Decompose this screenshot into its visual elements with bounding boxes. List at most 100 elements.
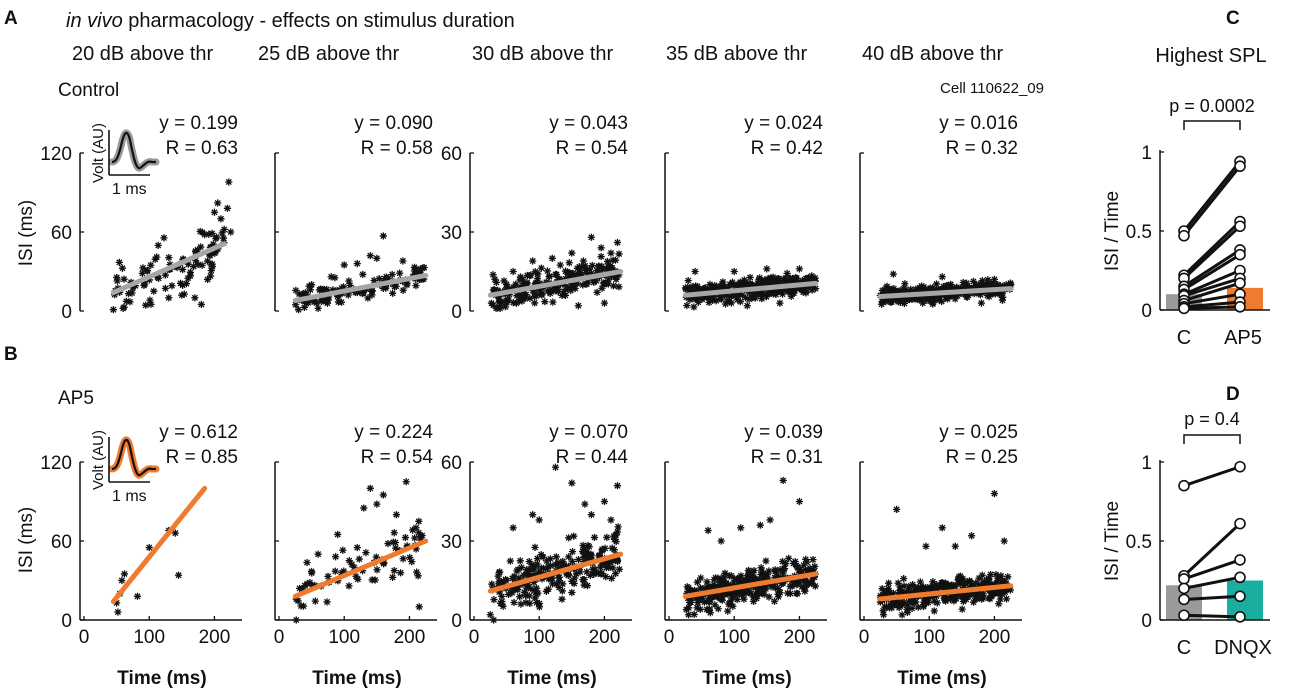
paired-line — [1182, 160, 1242, 232]
data-point — [502, 577, 510, 585]
data-point — [694, 598, 702, 607]
data-point — [984, 276, 992, 284]
paired-point — [1234, 301, 1246, 313]
data-point — [889, 598, 897, 606]
data-point — [888, 604, 896, 612]
data-point — [746, 273, 754, 282]
data-point — [683, 301, 691, 310]
data-point — [798, 276, 806, 285]
data-point — [900, 299, 909, 307]
category-label: C — [1177, 327, 1191, 349]
data-point — [198, 261, 206, 269]
data-point — [758, 282, 766, 290]
data-point — [535, 603, 544, 611]
data-point — [497, 599, 505, 607]
data-point — [688, 285, 696, 294]
fit-r-label: R = 0.44 — [556, 447, 629, 468]
data-point — [985, 594, 993, 602]
fit-slope-label: y = 0.025 — [939, 422, 1018, 443]
data-point — [613, 238, 622, 247]
data-point — [785, 554, 793, 562]
data-point — [218, 229, 226, 237]
x-tick-label: 200 — [199, 627, 231, 648]
data-point — [299, 602, 308, 610]
data-point — [924, 286, 933, 294]
data-point — [115, 258, 123, 266]
data-point — [923, 584, 931, 592]
data-point — [168, 282, 176, 290]
data-point — [733, 590, 741, 599]
data-point — [613, 528, 622, 536]
data-point — [1004, 573, 1012, 581]
data-point — [314, 304, 322, 312]
data-point — [694, 298, 702, 306]
data-point — [919, 583, 928, 591]
data-point — [994, 574, 1002, 582]
data-point — [752, 289, 760, 297]
data-point — [914, 603, 922, 611]
data-point — [579, 548, 587, 556]
data-point — [197, 243, 205, 251]
data-point — [757, 290, 765, 299]
data-point — [165, 294, 173, 302]
data-point — [583, 568, 591, 576]
data-point — [495, 568, 503, 577]
data-point — [700, 598, 709, 606]
data-point — [327, 273, 335, 281]
data-point — [412, 545, 420, 553]
data-point — [942, 580, 950, 588]
data-point — [145, 276, 154, 284]
data-point — [392, 511, 400, 519]
data-point — [577, 271, 585, 279]
data-point — [344, 291, 352, 299]
data-point — [300, 290, 308, 299]
data-point — [509, 283, 518, 291]
data-point — [978, 592, 986, 600]
data-point — [180, 290, 188, 298]
data-point — [150, 287, 158, 295]
cell-id-label: Cell 110622_09 — [940, 80, 1044, 97]
data-point — [721, 590, 729, 599]
x-tick-label: 100 — [328, 627, 360, 648]
data-point — [711, 583, 719, 591]
x-axis-label-col5: Time (ms) — [897, 668, 986, 689]
data-point — [765, 593, 773, 601]
data-point — [759, 572, 768, 580]
data-point — [901, 296, 909, 304]
data-point — [758, 576, 766, 584]
data-point — [738, 586, 746, 594]
y-tick-label: 0 — [1141, 611, 1152, 632]
data-point — [396, 569, 405, 577]
data-point — [392, 544, 400, 552]
data-point — [358, 289, 367, 298]
x-axis-label-col1: Time (ms) — [117, 668, 206, 689]
data-point — [742, 585, 750, 593]
paired-point — [1178, 229, 1190, 242]
data-point — [726, 292, 734, 300]
data-point — [882, 602, 891, 611]
data-point — [558, 587, 566, 595]
y-tick-label: 0 — [451, 611, 462, 632]
data-point — [978, 277, 986, 285]
data-point — [581, 262, 589, 270]
data-point — [601, 544, 609, 552]
data-point — [923, 296, 931, 304]
data-point — [765, 276, 773, 284]
data-point — [690, 610, 698, 619]
paired-line — [1183, 613, 1241, 619]
paired-line — [1183, 465, 1241, 488]
data-point — [209, 240, 217, 248]
data-point — [505, 285, 514, 293]
data-point — [985, 293, 993, 301]
data-point — [956, 572, 964, 580]
data-point — [763, 265, 771, 273]
data-point — [697, 574, 705, 582]
data-point — [698, 594, 706, 602]
data-point — [801, 583, 809, 592]
data-point — [952, 595, 960, 603]
data-point — [513, 584, 521, 593]
data-point — [696, 605, 704, 613]
data-point — [147, 300, 155, 308]
data-point — [718, 280, 726, 288]
fit-r-label: R = 0.63 — [166, 138, 238, 159]
